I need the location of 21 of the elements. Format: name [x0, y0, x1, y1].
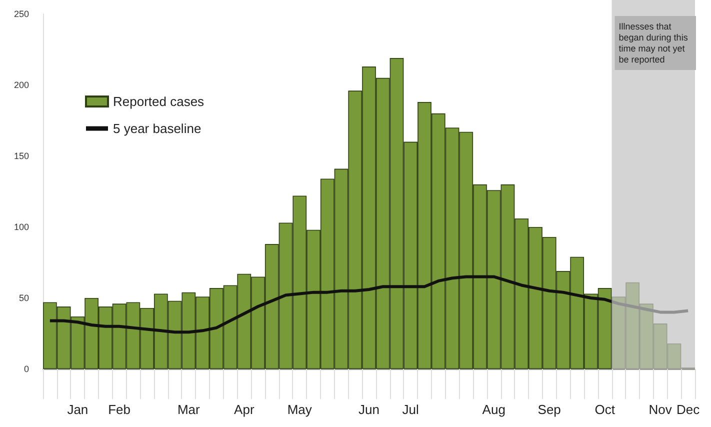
legend-label: 5 year baseline	[113, 121, 202, 136]
y-tick-label: 200	[14, 80, 29, 90]
y-tick-label: 50	[18, 293, 29, 303]
x-tick-label: Jan	[67, 402, 88, 417]
x-tick-label: Dec	[676, 402, 700, 417]
x-tick-label: Mar	[177, 402, 201, 417]
y-tick-label: 150	[14, 151, 29, 161]
x-tick-label: Feb	[108, 402, 130, 417]
x-tick-label: Apr	[234, 402, 255, 417]
y-tick-label: 0	[24, 364, 29, 374]
x-tick-label: Jul	[402, 402, 420, 417]
x-tick-label: Jun	[358, 402, 380, 417]
x-tick-label: Aug	[482, 402, 506, 417]
x-tick-label: Nov	[648, 402, 672, 417]
y-tick-label: 100	[14, 222, 29, 232]
x-tick-label: Sep	[538, 402, 561, 417]
band-label: Illnesses that began during this time may not yet be reported	[618, 22, 690, 64]
x-tick-label: Oct	[594, 402, 616, 417]
legend-label: Reported cases	[113, 94, 205, 109]
x-tick-label: May	[287, 402, 312, 417]
y-tick-label: 250	[14, 9, 29, 19]
